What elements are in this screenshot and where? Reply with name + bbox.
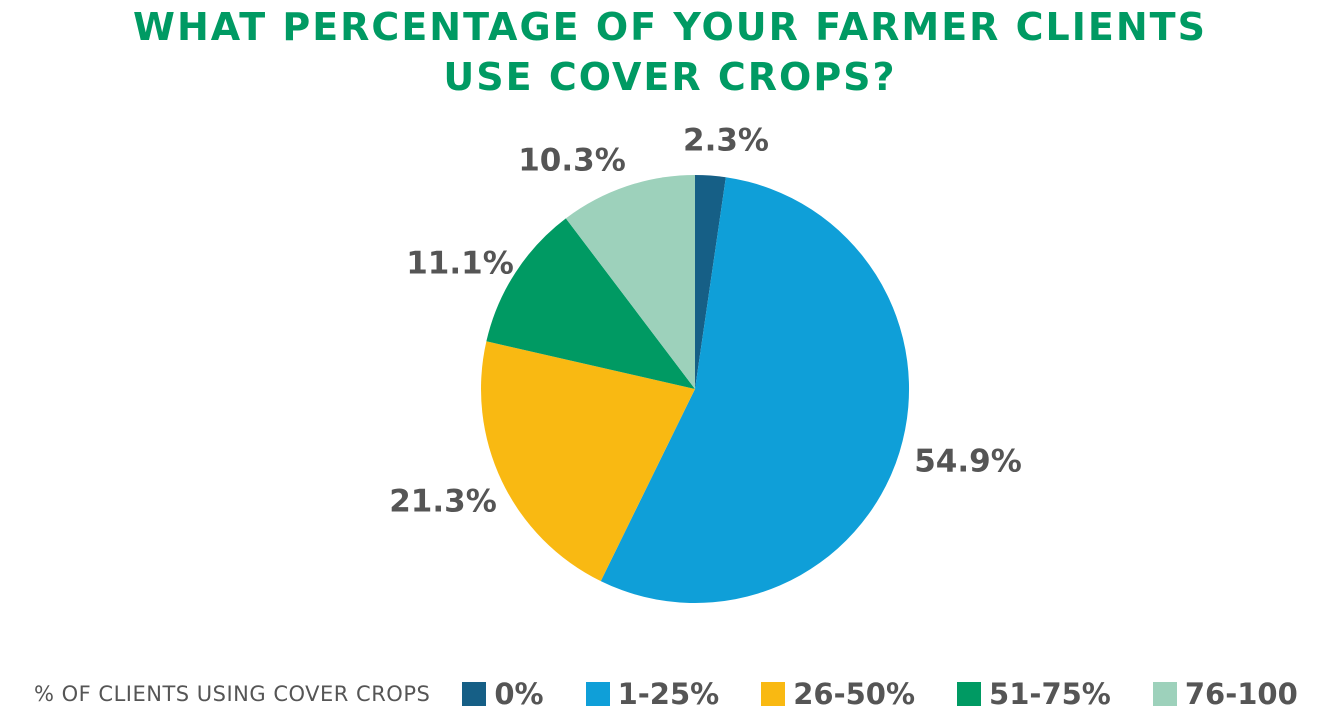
pie-slice-label-76-100: 10.3% — [518, 143, 626, 179]
legend-item-1-25pct: 1-25% — [585, 677, 720, 711]
pie-chart: 2.3% 54.9% 21.3% 11.1% 10.3% — [389, 123, 1022, 604]
legend-item-51-75pct: 51-75% — [957, 677, 1111, 711]
pie-slice-label-1-25pct: 54.9% — [914, 444, 1022, 480]
legend-item-0pct: 0% — [462, 677, 544, 711]
legend-label-76-100: 76-100 — [1184, 677, 1298, 711]
pie-slices — [481, 175, 910, 604]
legend-swatch-0pct — [462, 682, 487, 706]
chart-title: WHAT PERCENTAGE OF YOUR FARMER CLIENTS U… — [0, 2, 1340, 102]
pie-slice-label-0pct: 2.3% — [683, 123, 769, 159]
legend-label-1-25pct: 1-25% — [617, 677, 720, 711]
chart-title-line-2: USE COVER CROPS? — [443, 55, 897, 99]
legend: % OF CLIENTS USING COVER CROPS 0% 1-25% 26… — [34, 676, 1298, 712]
legend-swatch-51-75pct — [957, 682, 982, 706]
chart-title-line-1: WHAT PERCENTAGE OF YOUR FARMER CLIENTS — [133, 5, 1207, 49]
legend-label-26-50pct: 26-50% — [793, 677, 916, 711]
pie-slice-0pct — [695, 175, 726, 389]
pie-slice-label-51-75pct: 11.1% — [406, 246, 514, 282]
pie-slice-26-50pct — [481, 341, 695, 582]
legend-swatch-76-100 — [1152, 682, 1177, 706]
legend-item-76-100: 76-100 — [1152, 677, 1298, 711]
pie-slice-76-100 — [565, 175, 695, 389]
legend-label-51-75pct: 51-75% — [989, 677, 1111, 711]
legend-label-0pct: 0% — [494, 677, 544, 711]
legend-swatch-1-25pct — [585, 682, 610, 706]
legend-items: 0% 1-25% 26-50% 51-75% 76-100 — [462, 677, 1298, 711]
legend-item-26-50pct: 26-50% — [761, 677, 915, 711]
pie-slice-1-25pct — [600, 177, 910, 604]
legend-swatch-26-50pct — [761, 682, 786, 706]
pie-slice-51-75pct — [486, 218, 695, 389]
legend-title: % OF CLIENTS USING COVER CROPS — [34, 682, 431, 706]
pie-slice-labels: 2.3% 54.9% 21.3% 11.1% 10.3% — [389, 123, 1022, 520]
pie-slice-label-26-50pct: 21.3% — [389, 484, 497, 520]
